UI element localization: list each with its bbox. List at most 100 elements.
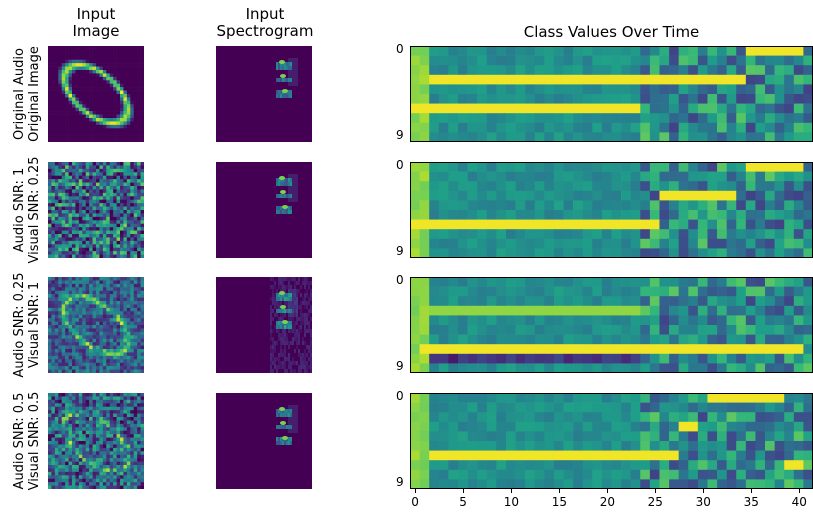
heatmap-cell — [525, 296, 536, 307]
image-pixel — [99, 199, 104, 204]
image-pixel — [48, 393, 52, 397]
image-pixel — [85, 325, 90, 329]
image-pixel — [78, 179, 83, 183]
image-pixel — [82, 338, 87, 343]
heatmap-cell — [429, 94, 440, 104]
heatmap-cell — [726, 238, 737, 249]
image-pixel — [120, 335, 124, 340]
image-pixel — [120, 199, 124, 204]
spectrogram-cell — [270, 329, 272, 333]
image-pixel — [96, 342, 100, 346]
heatmap-cell — [640, 219, 651, 230]
image-pixel — [102, 465, 107, 469]
heatmap-cell — [544, 210, 555, 220]
image-pixel — [89, 283, 93, 288]
heatmap-cell — [601, 286, 612, 297]
image-pixel — [82, 427, 87, 432]
image-pixel — [68, 247, 73, 252]
image-pixel — [109, 297, 114, 302]
image-pixel — [109, 162, 114, 166]
image-pixel — [65, 114, 69, 119]
spectrogram-cell — [284, 353, 286, 357]
image-pixel — [102, 471, 107, 476]
image-pixel — [106, 87, 111, 91]
image-pixel — [72, 186, 76, 190]
heatmap-cell — [784, 315, 795, 326]
heatmap-cell — [505, 46, 516, 56]
image-pixel — [109, 124, 114, 129]
image-pixel — [96, 290, 100, 295]
spectrogram-cell — [280, 206, 282, 210]
image-pixel — [109, 482, 114, 486]
image-pixel — [99, 441, 104, 445]
heatmap-cell — [448, 65, 459, 76]
heatmap-cell — [793, 344, 804, 355]
image-pixel — [92, 107, 97, 112]
image-pixel — [85, 478, 90, 483]
heatmap-cell — [736, 94, 747, 104]
image-pixel — [51, 234, 56, 238]
image-pixel — [130, 199, 135, 204]
image-pixel — [89, 297, 93, 302]
image-pixel — [54, 56, 59, 61]
spectrogram-cell — [296, 309, 298, 313]
heatmap-cell — [544, 113, 555, 124]
image-pixel — [120, 172, 124, 177]
image-pixel — [130, 290, 135, 295]
image-pixel — [137, 366, 141, 370]
image-pixel — [116, 118, 121, 122]
image-pixel — [82, 417, 87, 421]
heatmap-cell — [486, 344, 497, 355]
heatmap-cell — [534, 190, 545, 201]
heatmap-cell — [630, 200, 641, 211]
image-pixel — [109, 417, 114, 421]
image-pixel — [51, 321, 56, 326]
image-pixel — [116, 304, 121, 309]
image-pixel — [109, 437, 114, 442]
image-pixel — [123, 410, 128, 414]
spectrogram-cell — [286, 425, 288, 429]
heatmap-cell — [515, 325, 526, 335]
image-pixel — [61, 325, 66, 329]
image-pixel — [140, 352, 144, 357]
image-pixel — [123, 131, 128, 136]
heatmap-cell — [419, 74, 430, 85]
image-pixel — [54, 247, 59, 252]
image-pixel — [140, 294, 144, 298]
image-pixel — [106, 179, 111, 183]
spectrogram-cell — [276, 325, 278, 329]
heatmap-cell — [582, 344, 593, 355]
image-pixel — [82, 403, 87, 408]
image-pixel — [65, 359, 69, 364]
image-pixel — [68, 254, 73, 258]
image-pixel — [96, 352, 100, 357]
image-pixel — [99, 331, 104, 336]
heatmap-cell — [669, 248, 679, 258]
image-pixel — [109, 359, 114, 364]
image-pixel — [92, 175, 97, 180]
image-pixel — [120, 227, 124, 231]
image-pixel — [72, 413, 76, 418]
image-pixel — [133, 192, 138, 197]
input-spectrogram-title: Input Spectrogram — [205, 6, 325, 40]
image-pixel — [96, 80, 100, 85]
spectrogram-cell — [296, 345, 298, 349]
heatmap-cell — [669, 315, 679, 326]
image-pixel — [48, 447, 52, 452]
image-pixel — [92, 468, 97, 473]
image-pixel — [120, 290, 124, 295]
image-pixel — [106, 331, 111, 336]
image-pixel — [78, 318, 83, 322]
image-pixel — [130, 294, 135, 298]
image-pixel — [72, 104, 76, 109]
image-pixel — [54, 83, 59, 88]
image-pixel — [48, 369, 52, 373]
image-pixel — [116, 138, 121, 142]
heatmap-cell — [755, 229, 766, 240]
heatmap-cell — [544, 219, 555, 230]
image-pixel — [109, 254, 114, 258]
image-pixel — [130, 220, 135, 225]
image-pixel — [54, 430, 59, 435]
heatmap-cell — [419, 181, 430, 192]
image-pixel — [106, 118, 111, 122]
